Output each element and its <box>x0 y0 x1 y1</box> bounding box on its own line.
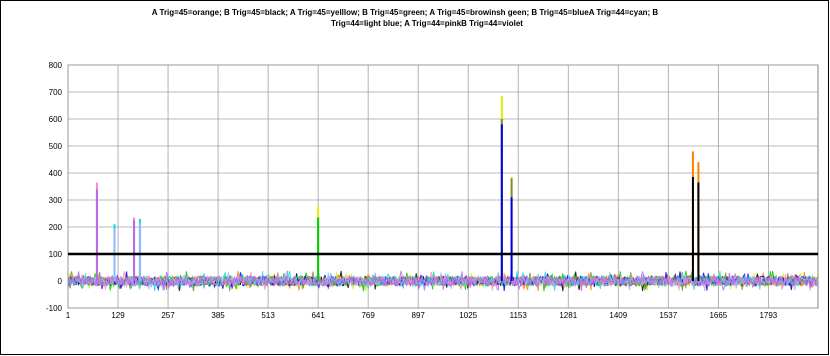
y-tick-label: 500 <box>49 142 63 151</box>
x-tick-label: 1281 <box>559 311 577 320</box>
y-tick-label: 100 <box>49 250 63 259</box>
x-tick-label: 513 <box>261 311 275 320</box>
x-tick-label: 641 <box>311 311 325 320</box>
y-tick-label: 400 <box>49 169 63 178</box>
y-tick-label: 200 <box>49 223 63 232</box>
x-tick-label: 1793 <box>759 311 777 320</box>
y-tick-label: 300 <box>49 196 63 205</box>
x-tick-label: 129 <box>111 311 125 320</box>
x-tick-label: 257 <box>161 311 175 320</box>
y-tick-label: 0 <box>58 277 63 286</box>
y-tick-label: 700 <box>49 88 63 97</box>
x-tick-label: 385 <box>211 311 225 320</box>
y-tick-label: 600 <box>49 115 63 124</box>
x-tick-label: 769 <box>361 311 375 320</box>
y-tick-label: -100 <box>46 304 63 313</box>
plot-area <box>67 64 819 309</box>
x-tick-label: 1665 <box>709 311 727 320</box>
y-tick-label: 800 <box>49 61 63 70</box>
chart-title-line-2: Trig=44=light blue; A Trig=44=pinkB Trig… <box>331 19 523 28</box>
x-tick-label: 897 <box>412 311 426 320</box>
chart-title-line-1: A Trig=45=orange; B Trig=45=black; A Tri… <box>151 8 659 17</box>
x-tick-label: 1153 <box>510 311 528 320</box>
x-tick-label: 1537 <box>659 311 677 320</box>
x-tick-label: 1025 <box>459 311 477 320</box>
x-tick-label: 1 <box>66 311 71 320</box>
x-tick-label: 1409 <box>609 311 627 320</box>
